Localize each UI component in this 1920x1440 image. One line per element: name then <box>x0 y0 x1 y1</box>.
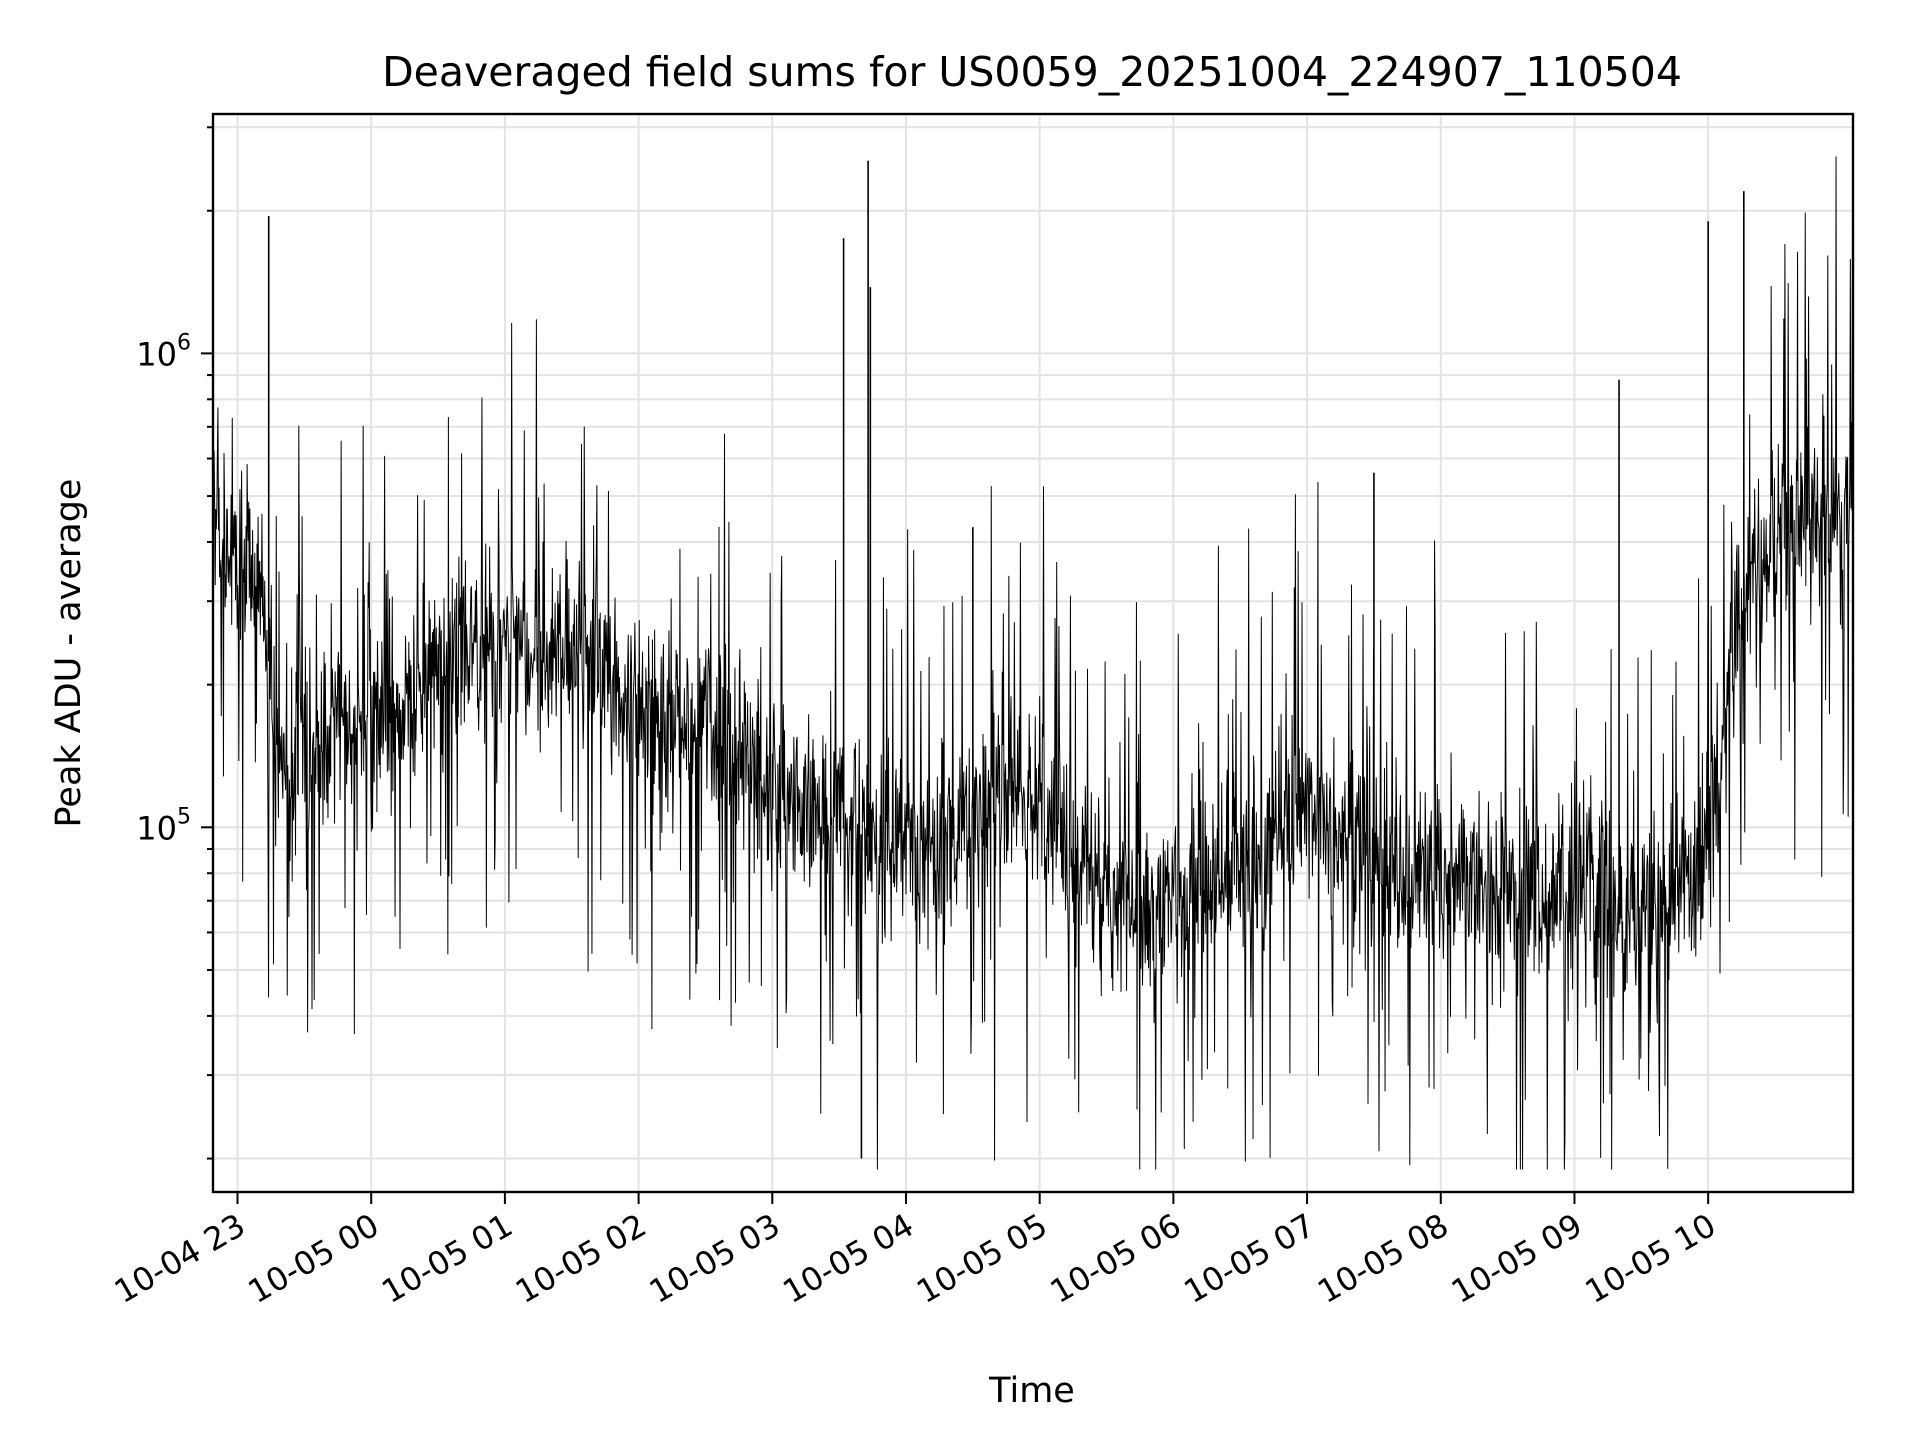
y-tick-exponent: 5 <box>177 804 191 829</box>
chart-title: Deaveraged field sums for US0059_2025100… <box>382 48 1682 96</box>
y-tick-label: 105 <box>136 804 191 847</box>
y-tick-base: 10 <box>136 335 177 373</box>
series-group <box>212 156 1854 1170</box>
y-tick-label: 106 <box>136 330 191 373</box>
plot-frame <box>211 112 1855 1194</box>
y-tick-exponent: 6 <box>177 330 191 355</box>
series-line <box>212 156 1854 1170</box>
x-axis-label: Time <box>988 1371 1075 1411</box>
y-axis-label: Peak ADU - average <box>49 479 89 828</box>
y-tick-base: 10 <box>136 809 177 847</box>
